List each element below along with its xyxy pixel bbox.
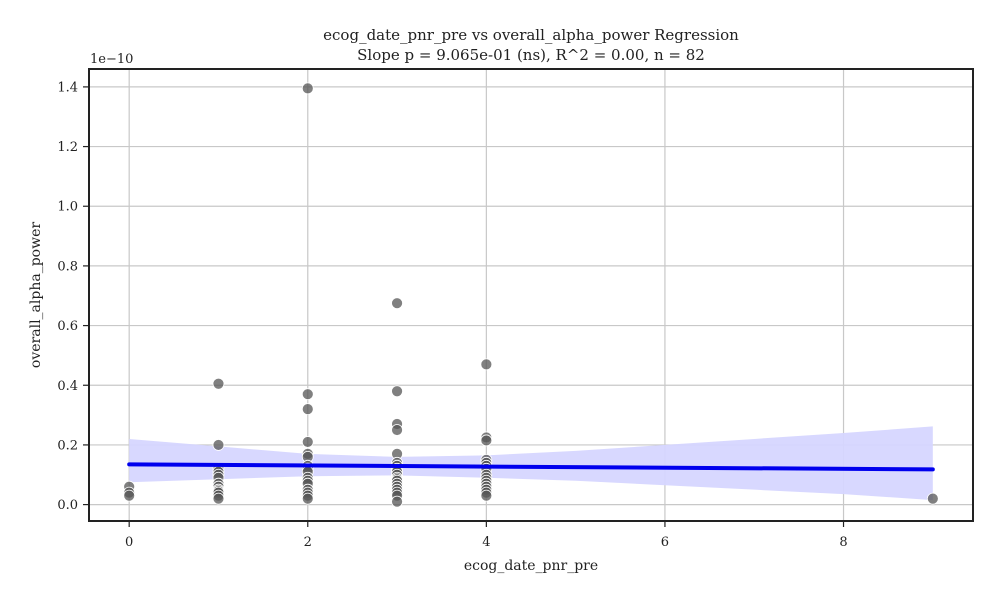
scatter-point bbox=[926, 492, 939, 505]
x-tick-label: 8 bbox=[839, 535, 847, 550]
scatter-point bbox=[301, 403, 314, 416]
y-tick-label: 0.4 bbox=[57, 379, 78, 394]
y-tick-label: 1.4 bbox=[57, 80, 78, 95]
grid-lines bbox=[89, 69, 973, 521]
y-axis-label: overall_alpha_power bbox=[28, 222, 44, 368]
confidence-band bbox=[129, 426, 933, 501]
scatter-point bbox=[301, 436, 314, 448]
scatter-point bbox=[212, 439, 225, 451]
scatter-point bbox=[301, 492, 314, 505]
scatter-point bbox=[480, 434, 493, 447]
x-axis-label: ecog_date_pnr_pre bbox=[464, 558, 598, 574]
scatter-point bbox=[212, 492, 225, 505]
scatter-point bbox=[480, 358, 493, 371]
x-axis-ticks: 0 2 4 6 8 bbox=[125, 521, 848, 550]
scatter-point bbox=[301, 388, 314, 401]
y-axis-ticks: 0.0 0.2 0.4 0.6 0.8 1.0 1.2 1.4 bbox=[57, 80, 89, 513]
scatter-point bbox=[212, 377, 225, 390]
chart-subtitle: Slope p = 9.065e-01 (ns), R^2 = 0.00, n … bbox=[357, 46, 705, 64]
scatter-point bbox=[391, 385, 403, 398]
x-tick-label: 0 bbox=[125, 535, 133, 550]
x-tick-label: 2 bbox=[304, 535, 312, 550]
scatter-point bbox=[301, 82, 314, 95]
scatter-point bbox=[391, 495, 403, 508]
scatter-point bbox=[480, 489, 493, 502]
y-axis-offset-label: 1e−10 bbox=[90, 52, 133, 67]
y-tick-label: 0.6 bbox=[57, 319, 78, 334]
y-tick-label: 1.2 bbox=[57, 140, 78, 155]
scatter-point bbox=[391, 297, 403, 310]
scatter-points bbox=[123, 82, 939, 508]
y-tick-label: 0.2 bbox=[57, 438, 78, 453]
y-tick-label: 0.8 bbox=[57, 259, 78, 274]
regression-line bbox=[127, 462, 935, 472]
plot-frame bbox=[88, 68, 974, 522]
scatter-point bbox=[123, 489, 136, 502]
chart-title: ecog_date_pnr_pre vs overall_alpha_power… bbox=[323, 26, 739, 44]
y-tick-label: 1.0 bbox=[57, 200, 78, 215]
y-tick-label: 0.0 bbox=[57, 498, 78, 513]
x-tick-label: 4 bbox=[482, 535, 490, 550]
confidence-band-layer bbox=[129, 426, 933, 501]
scatter-point bbox=[391, 424, 403, 436]
x-tick-label: 6 bbox=[661, 535, 669, 550]
regression-line-layer bbox=[127, 462, 935, 472]
